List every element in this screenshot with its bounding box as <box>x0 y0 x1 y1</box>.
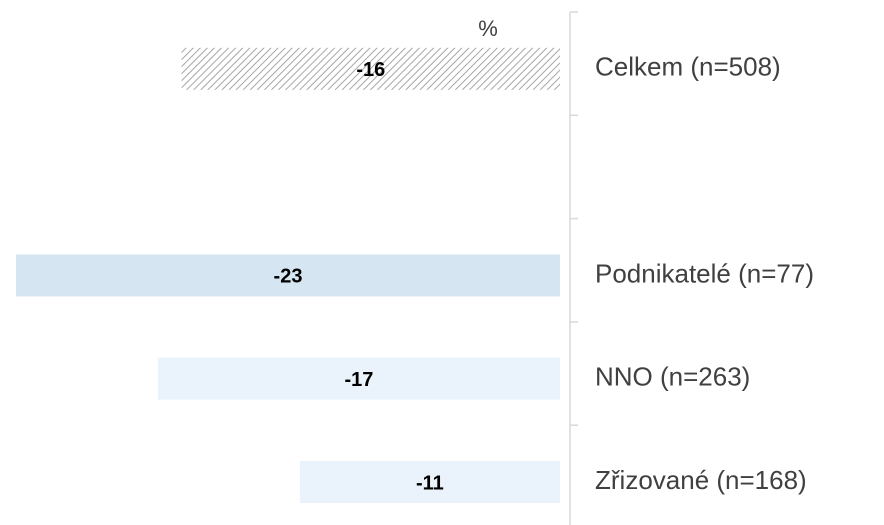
axis-label: % <box>478 16 498 41</box>
bar <box>299 461 560 504</box>
bar <box>16 254 560 297</box>
bar <box>157 357 561 400</box>
category-label: NNO (n=263) <box>595 362 750 392</box>
bar <box>181 47 560 90</box>
category-label: Podnikatelé (n=77) <box>595 258 814 288</box>
value-label: -23 <box>274 266 303 288</box>
category-label: Celkem (n=508) <box>595 52 781 82</box>
value-label: -17 <box>345 369 374 391</box>
category-label: Zřizované (n=168) <box>595 465 807 495</box>
value-label: -16 <box>356 59 385 81</box>
value-label: -11 <box>416 472 444 494</box>
